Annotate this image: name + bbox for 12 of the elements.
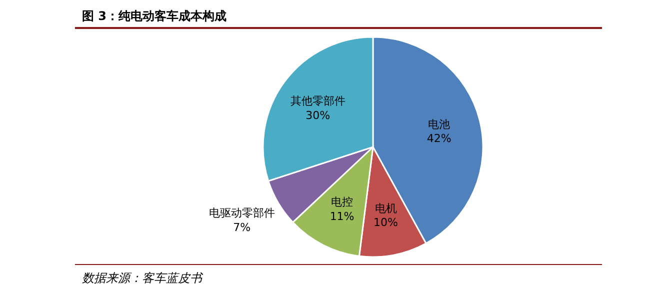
- data-label: 11%: [330, 210, 354, 223]
- slice-label: 电池: [428, 118, 450, 131]
- data-label: 30%: [306, 109, 330, 122]
- slice-label: 电控: [331, 196, 354, 209]
- slice-label: 电驱动零部件: [208, 206, 275, 220]
- source-note: 数据来源：客车蓝皮书: [82, 271, 204, 285]
- slice-label: 电机: [374, 202, 397, 215]
- chart-title: 图 3：纯电动客车成本构成: [82, 9, 227, 23]
- data-label: 10%: [374, 216, 398, 230]
- data-label: 42%: [426, 132, 452, 146]
- data-label: 7%: [233, 220, 251, 234]
- slice-label: 其他零部件: [290, 94, 346, 108]
